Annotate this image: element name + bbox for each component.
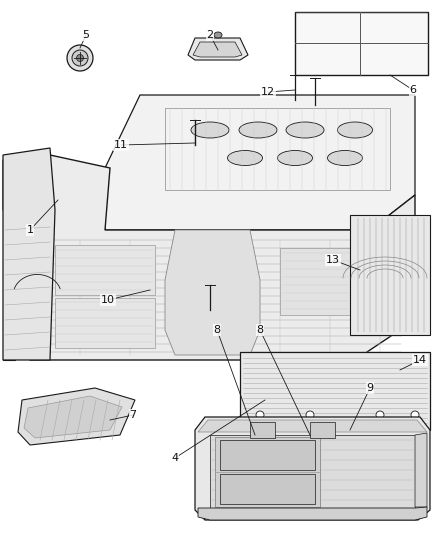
Polygon shape [55, 245, 155, 295]
Polygon shape [195, 417, 430, 520]
Polygon shape [198, 507, 427, 520]
Polygon shape [415, 433, 427, 507]
Polygon shape [188, 38, 248, 60]
Text: 12: 12 [261, 87, 275, 97]
Text: 7: 7 [130, 410, 137, 420]
Text: 6: 6 [410, 85, 417, 95]
Polygon shape [18, 388, 135, 445]
Polygon shape [3, 148, 55, 360]
Text: 4: 4 [171, 453, 179, 463]
Polygon shape [250, 422, 275, 438]
Text: 11: 11 [114, 140, 128, 150]
Text: 8: 8 [256, 325, 264, 335]
Polygon shape [350, 215, 430, 335]
Ellipse shape [77, 54, 84, 61]
Ellipse shape [286, 122, 324, 138]
Polygon shape [295, 12, 428, 75]
Ellipse shape [72, 50, 88, 66]
Ellipse shape [328, 150, 363, 166]
Text: 5: 5 [82, 30, 89, 40]
Ellipse shape [411, 411, 419, 419]
Polygon shape [165, 230, 260, 355]
Polygon shape [193, 42, 242, 57]
Ellipse shape [256, 411, 264, 419]
Polygon shape [220, 474, 315, 504]
Ellipse shape [239, 122, 277, 138]
Polygon shape [105, 95, 415, 230]
Polygon shape [198, 420, 427, 432]
Text: 2: 2 [206, 30, 214, 40]
Polygon shape [3, 210, 15, 360]
Ellipse shape [278, 150, 312, 166]
Text: 14: 14 [413, 355, 427, 365]
Text: 13: 13 [326, 255, 340, 265]
Text: 8: 8 [213, 325, 221, 335]
Text: 9: 9 [367, 383, 374, 393]
Polygon shape [215, 437, 320, 507]
Polygon shape [280, 248, 415, 315]
Ellipse shape [306, 411, 314, 419]
Polygon shape [210, 435, 415, 508]
Polygon shape [24, 396, 122, 438]
Text: 10: 10 [101, 295, 115, 305]
Ellipse shape [67, 45, 93, 71]
Ellipse shape [338, 122, 372, 138]
Polygon shape [310, 422, 335, 438]
Polygon shape [220, 440, 315, 470]
Polygon shape [240, 352, 430, 430]
Polygon shape [3, 155, 50, 210]
Polygon shape [15, 155, 415, 360]
Ellipse shape [214, 32, 222, 38]
Ellipse shape [191, 122, 229, 138]
Ellipse shape [227, 150, 262, 166]
Text: 1: 1 [27, 225, 33, 235]
Ellipse shape [376, 411, 384, 419]
Polygon shape [55, 298, 155, 348]
